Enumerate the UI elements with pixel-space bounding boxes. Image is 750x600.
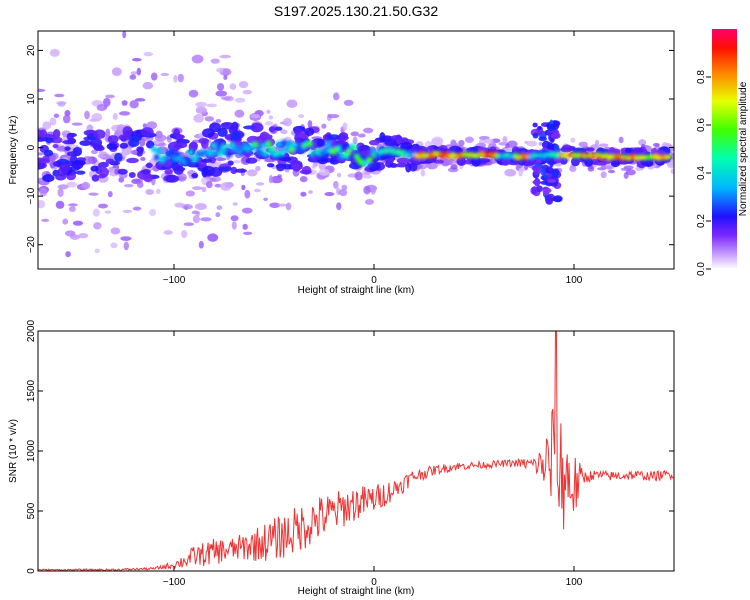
spectrogram-x-tick-label: 0 [371,275,377,286]
snr-x-tick-label: −100 [163,577,186,588]
colorbar-tick-label: 0.0 [696,262,707,276]
spectrogram-y-tick-label: 20 [26,44,37,56]
snr-y-tick-label: 1000 [26,439,37,462]
spectrogram-y-axis-label: Frequency (Hz) [8,116,19,185]
colorbar-tick-label: 0.6 [696,118,707,132]
snr-x-axis-label: Height of straight line (km) [298,586,415,597]
snr-series-line [38,331,674,571]
colorbar-ticks: 0.0 0.2 0.4 0.6 0.8 [696,70,711,276]
spectrogram-frame [37,30,675,270]
colorbar-tick-label: 0.2 [696,214,707,228]
spectrogram-y-tick-label: −20 [26,236,37,253]
snr-y-axis-label: SNR (10 * v/v) [8,419,19,483]
spectrogram-y-tick-label: −10 [26,187,37,204]
colorbar-label: Normalized spectral amplitude [738,81,749,216]
snr-y-tick-label: 0 [26,568,37,574]
colorbar-tick-label: 0.4 [696,166,707,180]
spectrogram-x-tick-label: −100 [163,275,186,286]
snr-frame [37,330,675,572]
colorbar: 0.0 0.2 0.4 0.6 0.8 Normalized spectral ampl… [696,29,749,276]
snr-x-tick-label: 100 [566,577,583,588]
snr-y-tick-label: 2000 [26,319,37,342]
colorbar-tick-label: 0.8 [696,70,707,84]
spectrogram-heatmap [38,31,674,258]
snr-x-tick-label: 0 [371,577,377,588]
snr-y-tick-label: 1500 [26,379,37,402]
snr-y-tick-label: 500 [26,502,37,519]
spectrogram-x-axis-label: Height of straight line (km) [298,285,415,296]
spectrogram-x-tick-label: 100 [566,275,583,286]
spectrogram-y-tick-label: 10 [26,93,37,105]
spectrogram-y-tick-label: 0 [26,144,37,150]
chart-title: S197.2025.130.21.50.G32 [274,3,438,19]
colorbar-gradient [712,29,737,269]
